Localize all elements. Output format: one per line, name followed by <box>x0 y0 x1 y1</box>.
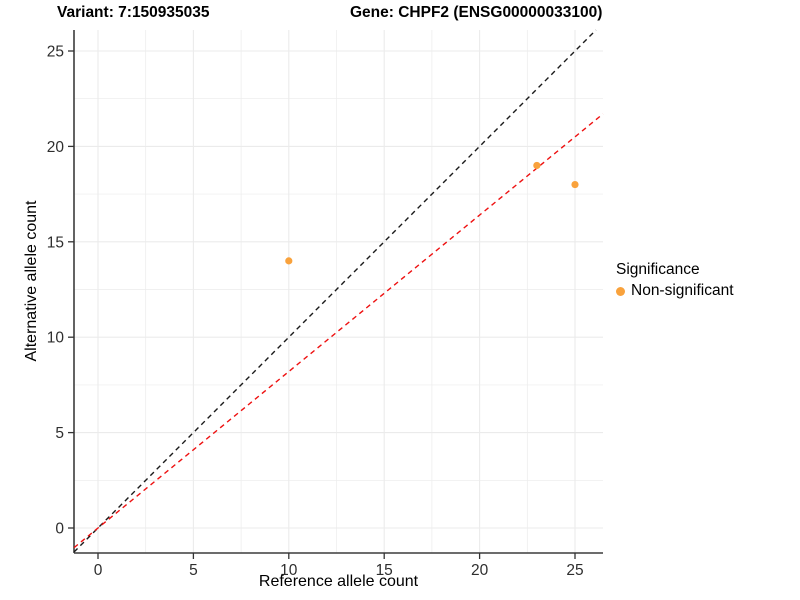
data-point <box>533 161 541 170</box>
identity-line <box>73 29 597 553</box>
y-tick-label: 25 <box>47 44 64 61</box>
legend-title: Significance <box>616 261 700 278</box>
y-axis-title: Alternative allele count <box>23 200 40 362</box>
x-tick-label: 5 <box>189 562 198 579</box>
legend-item-label: Non-significant <box>631 282 734 299</box>
y-tick-label: 0 <box>55 521 64 538</box>
x-tick-label: 15 <box>376 562 393 579</box>
legend: Significance Non-significant <box>616 261 734 300</box>
x-tick-label: 0 <box>94 562 103 579</box>
x-tick-label: 25 <box>566 562 583 579</box>
y-tick-label: 10 <box>47 330 65 347</box>
data-point <box>285 257 293 265</box>
y-tick-label: 20 <box>47 139 65 156</box>
plot-title-gene: Gene: CHPF2 (ENSG00000033100) <box>350 4 603 21</box>
plot-title-variant: Variant: 7:150935035 <box>57 4 210 21</box>
x-tick-label: 10 <box>280 562 298 579</box>
fit-line <box>73 113 604 549</box>
legend-item-non-significant: Non-significant <box>616 282 734 300</box>
legend-swatch-non-significant <box>616 286 625 296</box>
y-tick-label: 15 <box>47 234 64 251</box>
x-axis-title: Reference allele count <box>258 573 419 590</box>
data-point <box>571 180 579 189</box>
y-tick-label: 5 <box>55 425 64 442</box>
x-tick-label: 20 <box>471 562 489 579</box>
